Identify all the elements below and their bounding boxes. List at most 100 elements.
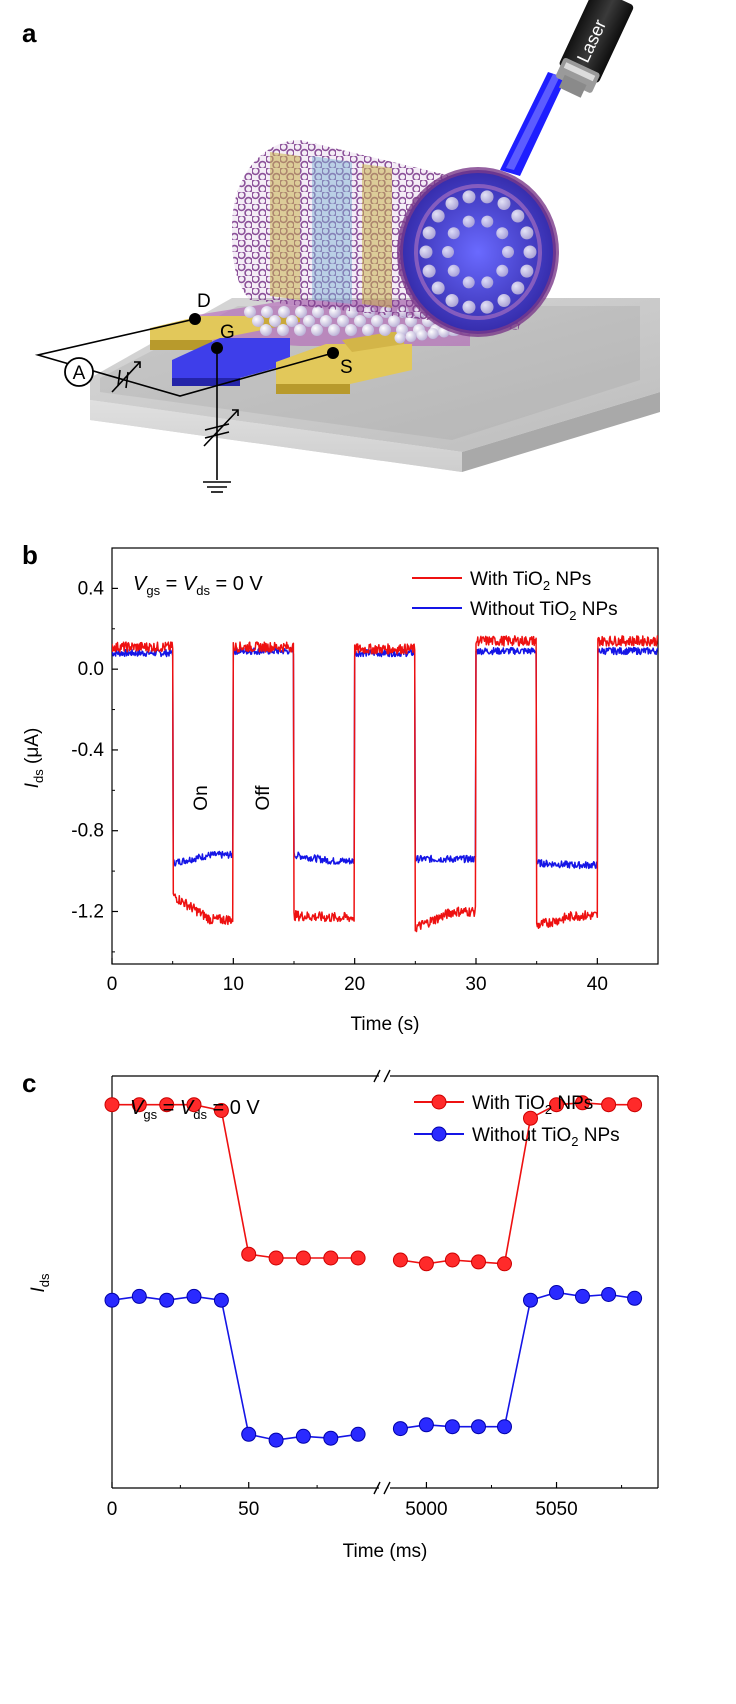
plot-frame-c: [111, 1075, 659, 1489]
nanoparticle: [502, 246, 514, 258]
data-point-c: [601, 1097, 617, 1113]
nanoparticle: [345, 324, 357, 336]
x-tick-label-c: 5050: [535, 1499, 577, 1520]
nanoparticle: [295, 306, 307, 318]
legend-c-without-label: Without TiO2 NPs: [472, 1125, 620, 1149]
data-point-c: [549, 1285, 564, 1300]
nanoparticle: [480, 190, 494, 204]
nanoparticle: [269, 315, 281, 327]
data-point-c: [418, 1256, 434, 1272]
data-point-c: [241, 1246, 257, 1262]
nanoparticle: [462, 215, 475, 228]
series-line-c: [111, 1295, 359, 1441]
nanoparticle: [422, 264, 436, 278]
x-tick-label-b: 40: [587, 974, 608, 995]
y-axis-label-b: Ids (μA): [22, 728, 46, 789]
data-point-c: [159, 1292, 175, 1308]
series-line-b: [112, 646, 658, 870]
nanoparticle: [445, 197, 459, 211]
plot-frame-b: [111, 547, 659, 965]
nanoparticle: [511, 281, 525, 295]
nanoparticle: [394, 332, 406, 344]
data-point-c: [444, 1419, 460, 1435]
nanoparticle: [303, 315, 315, 327]
data-point-c: [601, 1287, 617, 1302]
axis-break-top: [373, 1069, 391, 1083]
nanoparticle: [431, 209, 445, 223]
nanoparticle: [311, 324, 323, 336]
data-point-c: [241, 1426, 257, 1442]
series-line-c: [400, 1291, 635, 1430]
axis-break-bottom: [373, 1481, 391, 1495]
data-point-c: [575, 1095, 590, 1111]
nanoparticle: [388, 315, 400, 327]
nanoparticle: [442, 246, 454, 258]
nanoparticle: [312, 306, 324, 318]
data-point-c: [471, 1419, 486, 1435]
x-axis-label-c: Time (ms): [343, 1541, 428, 1562]
nanoparticle: [520, 264, 534, 278]
series-line-c: [400, 1101, 635, 1265]
panel-label-b: b: [22, 540, 38, 570]
data-point-c: [213, 1103, 229, 1118]
nanoparticle: [294, 324, 306, 336]
data-point-c: [444, 1252, 460, 1268]
laser: Laser: [500, 0, 634, 176]
series-b: [112, 635, 658, 933]
data-point-c: [392, 1421, 408, 1437]
data-point-c: [575, 1288, 590, 1304]
nanoparticle: [277, 324, 289, 336]
x-tick-label-c: 0: [107, 1499, 118, 1520]
data-point-c: [131, 1288, 147, 1304]
panel-a: a: [22, 0, 660, 493]
data-point-c: [323, 1250, 339, 1266]
nanoparticle: [422, 226, 436, 240]
nanoparticle: [496, 264, 509, 277]
x-tick-label-b: 30: [465, 974, 486, 995]
nanoparticle: [462, 300, 476, 314]
y-tick-label-b: 0.4: [78, 578, 105, 599]
data-point-c: [323, 1430, 339, 1446]
data-point-c: [497, 1256, 512, 1272]
y-tick-label-b: -1.2: [71, 901, 104, 922]
panel-label-a: a: [22, 18, 37, 48]
data-point-c: [471, 1254, 486, 1270]
nanoparticle: [261, 306, 273, 318]
nanoparticle: [419, 245, 433, 259]
data-point-c: [104, 1292, 120, 1308]
y-tick-label-b: -0.8: [71, 821, 104, 842]
data-point-c: [392, 1252, 408, 1268]
nanoparticle: [431, 281, 445, 295]
nanoparticle: [523, 245, 537, 259]
nanoparticle: [416, 329, 428, 341]
y-tick-label-b: 0.0: [78, 659, 104, 680]
legend-b-with-label: With TiO2 NPs: [470, 569, 591, 593]
axes-b: 0 10 20 30 40 0.4 0.0 -0.4 -0.8 -1.2: [71, 578, 608, 995]
nanoparticle: [462, 276, 475, 289]
data-point-c: [295, 1250, 311, 1266]
nanoparticle: [260, 324, 272, 336]
nanoparticle: [320, 315, 332, 327]
legend-c-without-marker: [431, 1126, 447, 1142]
drain-electrode: [150, 316, 300, 350]
nanoparticle: [447, 264, 460, 277]
state-label-off: Off: [253, 785, 274, 811]
data-point-c: [627, 1290, 643, 1306]
series-line-c: [112, 1103, 359, 1259]
data-point-c: [497, 1419, 512, 1435]
legend-b-without-label: Without TiO2 NPs: [470, 599, 618, 623]
x-tick-label-b: 0: [107, 974, 118, 995]
nanoparticle: [447, 227, 460, 240]
source-label: S: [340, 357, 353, 378]
ammeter-label: A: [73, 363, 86, 384]
data-point-c: [350, 1250, 366, 1266]
series-line-b: [112, 635, 658, 933]
data-point-c: [131, 1097, 147, 1113]
nanoparticle: [371, 315, 383, 327]
x-tick-label-c: 50: [238, 1499, 259, 1520]
data-point-c: [549, 1097, 564, 1113]
data-point-c: [523, 1110, 538, 1126]
data-point-c: [104, 1097, 120, 1113]
gate-contact: [211, 342, 223, 354]
